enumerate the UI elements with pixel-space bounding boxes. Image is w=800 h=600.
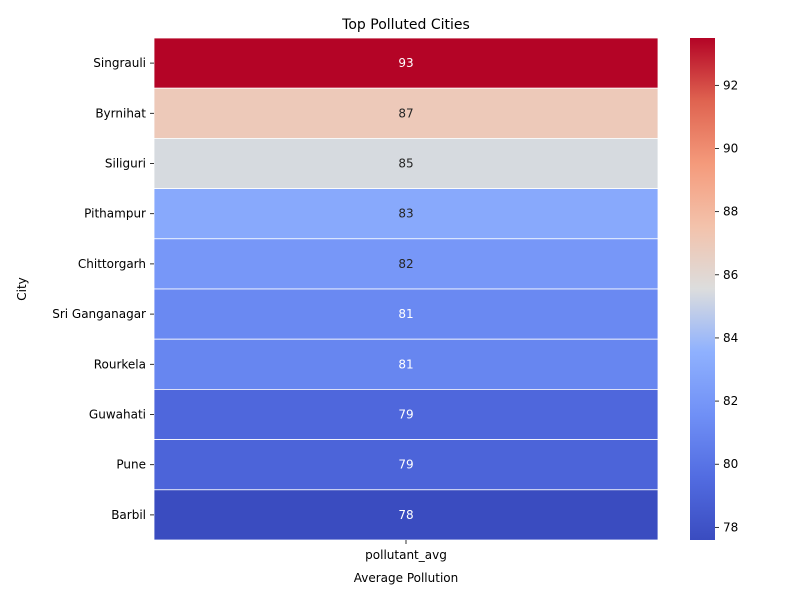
cell-value-label: 78 [398, 508, 413, 522]
y-tick-label: Pithampur [84, 207, 146, 221]
chart-title: Top Polluted Cities [341, 17, 470, 33]
colorbar-tick-label: 78 [723, 520, 738, 534]
y-axis-label: City [15, 277, 29, 301]
cell-value-label: 81 [398, 307, 413, 321]
colorbar-ticks: 78 80 82 84 86 88 90 92 [715, 78, 738, 534]
y-tick-label: Guwahati [89, 408, 146, 422]
heatmap-cell [153, 188, 659, 240]
y-tick-label: Rourkela [94, 357, 146, 371]
y-tick-label: Sri Ganganagar [52, 307, 146, 321]
colorbar-tick-label: 86 [723, 268, 738, 282]
y-tick-label: Singrauli [93, 56, 146, 70]
cell-value-label: 83 [398, 207, 413, 221]
x-axis-label: Average Pollution [354, 571, 459, 585]
colorbar-tick-label: 84 [723, 331, 738, 345]
heatmap-cell [153, 137, 659, 189]
y-tick-label: Chittorgarh [78, 257, 146, 271]
cell-value-label: 79 [398, 458, 413, 472]
colorbar-tick-label: 92 [723, 78, 738, 92]
colorbar-tick-label: 80 [723, 457, 738, 471]
cell-value-label: 82 [398, 257, 413, 271]
cell-value-label: 87 [398, 106, 413, 120]
colorbar-tick-label: 82 [723, 394, 738, 408]
x-axis: pollutant_avg [365, 540, 447, 562]
y-tick-label: Byrnihat [95, 106, 146, 120]
heatmap-cell [153, 388, 659, 440]
colorbar [690, 38, 715, 540]
colorbar-tick-label: 90 [723, 142, 738, 156]
heatmap-cell [153, 489, 659, 541]
y-axis: Singrauli Byrnihat Siliguri Pithampur Chitto… [52, 56, 154, 522]
y-tick-label: Siliguri [105, 157, 146, 171]
heatmap-cell [153, 37, 659, 89]
heatmap-cell [153, 87, 659, 139]
heatmap-cells: 93 87 85 83 82 81 81 79 79 78 [153, 37, 659, 541]
colorbar-tick-label: 88 [723, 205, 738, 219]
cell-value-label: 79 [398, 408, 413, 422]
x-tick-label: pollutant_avg [365, 548, 447, 562]
heatmap-cell [153, 288, 659, 340]
cell-value-label: 85 [398, 157, 413, 171]
cell-value-label: 81 [398, 357, 413, 371]
y-tick-label: Barbil [111, 508, 146, 522]
cell-value-label: 93 [398, 56, 413, 70]
heatmap-cell [153, 238, 659, 290]
y-tick-label: Pune [116, 458, 146, 472]
